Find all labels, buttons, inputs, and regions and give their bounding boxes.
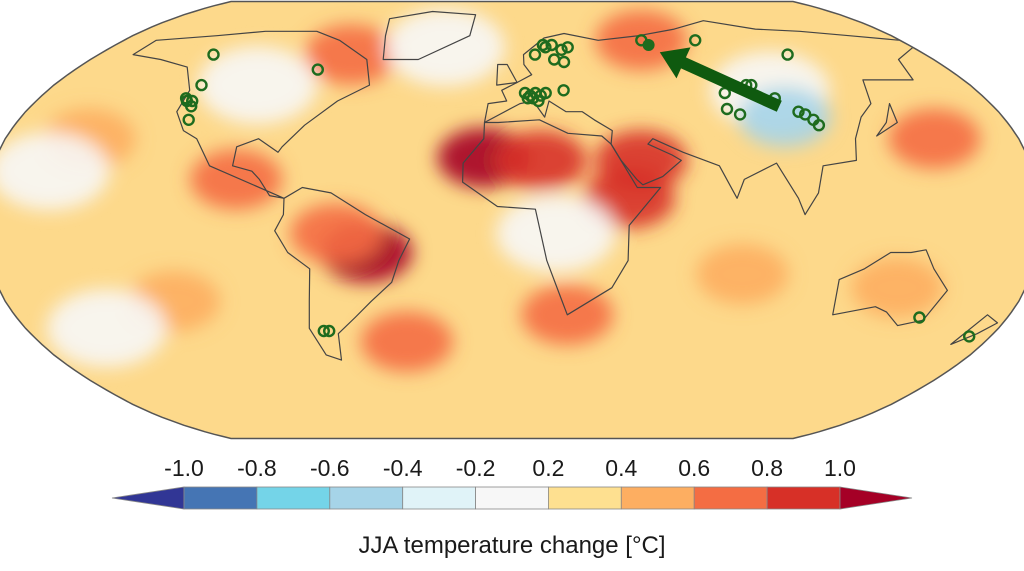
continent-outline xyxy=(462,119,662,316)
anomaly-field xyxy=(0,8,981,372)
colorbar-tick-label: -0.4 xyxy=(383,455,423,481)
anomaly-patch xyxy=(696,244,789,305)
site-marker xyxy=(812,118,826,132)
site-marker xyxy=(733,108,747,121)
continent-outline xyxy=(496,63,518,86)
site-marker xyxy=(185,94,199,108)
site-marker xyxy=(557,55,571,69)
globe-outline xyxy=(0,0,1024,440)
colorbar-bin xyxy=(475,486,549,510)
anomaly-patch xyxy=(305,24,398,85)
site-marker xyxy=(536,38,550,52)
site-marker xyxy=(555,43,568,56)
arrow-shape xyxy=(659,47,782,112)
colorbar-bin xyxy=(256,486,331,510)
continent-outline xyxy=(483,20,914,216)
site-marker xyxy=(195,78,208,92)
site-marker xyxy=(799,108,812,121)
anomaly-patch xyxy=(46,289,167,368)
colorbar-bin xyxy=(693,486,768,510)
site-marker xyxy=(539,86,552,100)
site-marker xyxy=(792,105,805,118)
continent-outline xyxy=(876,103,898,137)
colorbar-bin xyxy=(620,486,695,510)
site-marker xyxy=(182,113,195,127)
anomaly-patch xyxy=(494,130,587,191)
site-marker xyxy=(561,41,574,54)
site-marker xyxy=(323,324,336,338)
colorbar-tick-label: 0.6 xyxy=(678,455,710,481)
anomaly-patch xyxy=(496,194,616,273)
site-marker xyxy=(532,94,545,108)
continent-outline xyxy=(274,186,411,361)
site-marker xyxy=(311,63,324,76)
site-marker xyxy=(521,92,534,105)
continent-outline xyxy=(950,314,999,345)
site-marker xyxy=(539,41,552,54)
colorbar-tick-label: 0.8 xyxy=(751,455,783,481)
colorbar-bin xyxy=(548,486,622,510)
site-marker xyxy=(184,100,198,113)
colorbar-bin xyxy=(766,486,841,510)
colorbar-tick-label: -0.6 xyxy=(310,455,350,481)
site-marker xyxy=(689,34,702,47)
colorbar-tick-label: 1.0 xyxy=(824,455,856,481)
colorbar-tick-label: 0.2 xyxy=(532,455,564,481)
site-marker xyxy=(913,311,926,324)
continent-outline xyxy=(382,10,477,61)
continent-outline xyxy=(832,249,948,327)
coastlines xyxy=(132,10,999,361)
anomaly-patch xyxy=(888,108,981,169)
site-marker xyxy=(963,330,976,343)
colorbar-title: JJA temperature change [°C] xyxy=(358,532,665,559)
site-marker xyxy=(317,324,330,338)
colorbar-tick-label: -1.0 xyxy=(164,455,204,481)
map-canvas xyxy=(0,0,1024,440)
highlight-arrow xyxy=(659,47,782,112)
colorbar-tick-label: -0.8 xyxy=(237,455,277,481)
colorbar-bin xyxy=(111,486,185,510)
anomaly-patch xyxy=(190,149,283,210)
anomaly-patch xyxy=(851,257,944,318)
colorbar-bin xyxy=(183,486,258,510)
anomaly-patch xyxy=(197,46,318,125)
colorbar-tick-label: -0.2 xyxy=(456,455,496,481)
site-marker xyxy=(557,84,570,97)
colorbar-canvas: -1.0 -0.8 -0.6 -0.4 -0.2 0.2 0.4 0.6 0.8 1.0 JJA … xyxy=(111,455,913,559)
colorbar: -1.0 -0.8 -0.6 -0.4 -0.2 0.2 0.4 0.6 0.8 1.0 JJA … xyxy=(0,445,1024,566)
temperature-change-map xyxy=(0,0,1024,440)
anomaly-patch xyxy=(0,132,110,211)
site-marker xyxy=(545,38,558,52)
continent-outline xyxy=(132,30,371,199)
highlighted-site-marker xyxy=(642,39,655,51)
site-marker xyxy=(528,48,542,61)
colorbar-bin xyxy=(329,486,404,510)
site-marker xyxy=(781,48,794,61)
site-marker xyxy=(720,102,734,116)
colorbar-tick-labels: -1.0 -0.8 -0.6 -0.4 -0.2 0.2 0.4 0.6 0.8 1.0 xyxy=(164,455,856,481)
anomaly-patch xyxy=(290,203,383,264)
site-marker xyxy=(207,48,220,61)
colorbar-tick-label: 0.4 xyxy=(605,455,637,481)
colorbar-bin xyxy=(839,486,913,510)
colorbar-bin xyxy=(402,486,477,510)
anomaly-patch xyxy=(360,311,453,372)
colorbar-bins xyxy=(111,486,913,510)
